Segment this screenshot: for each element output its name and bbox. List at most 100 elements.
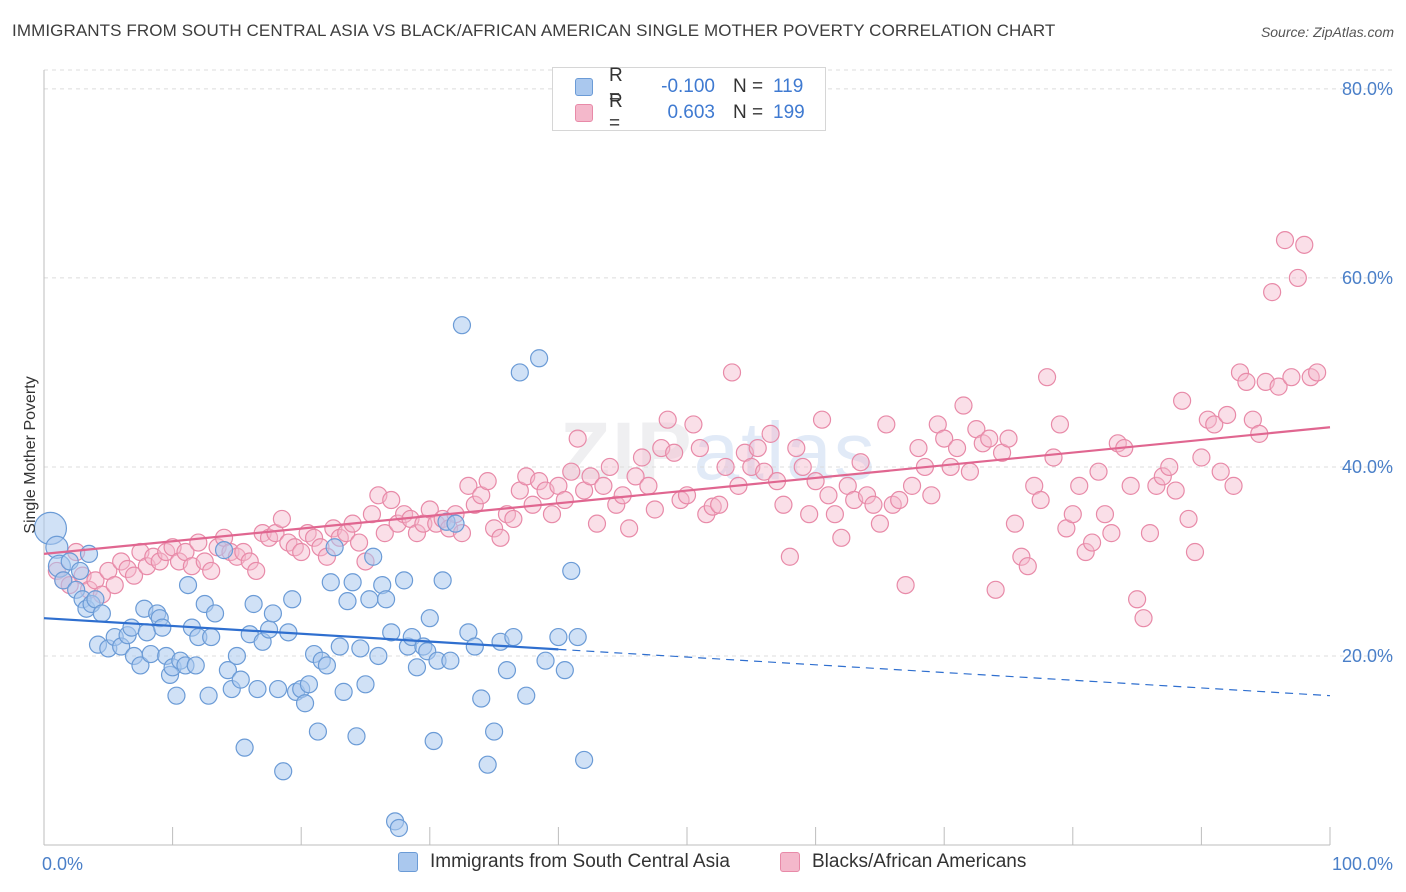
data-point-pink [690, 438, 709, 458]
data-point-pink [941, 457, 960, 477]
trend-line-pink [43, 426, 1331, 555]
data-point-pink [857, 486, 877, 505]
trend-line-blue-extension [558, 648, 1331, 697]
data-point-blue [536, 651, 555, 670]
data-point-pink [202, 561, 221, 581]
data-point-blue [485, 722, 504, 741]
data-point-pink [485, 519, 504, 538]
y-tick-label: 80.0% [1342, 79, 1393, 99]
data-point-pink [1147, 476, 1166, 495]
data-point-pink [632, 448, 652, 467]
legend: R = -0.100 N = 119 R = 0.603 N = 199 [552, 65, 826, 134]
data-point-pink [234, 542, 253, 562]
legend-r-label: R = [609, 65, 623, 108]
data-point-pink [1102, 524, 1121, 543]
data-point-pink [1134, 609, 1153, 628]
trend-line-blue [43, 617, 559, 651]
data-point-pink [1185, 542, 1205, 562]
data-point-blue [330, 637, 349, 656]
data-point-pink [292, 542, 311, 562]
data-point-blue [389, 818, 409, 838]
y-tick-label: 40.0% [1342, 457, 1393, 477]
legend-swatch-pink [575, 104, 593, 122]
data-point-pink [1127, 590, 1147, 609]
data-point-pink [626, 467, 645, 486]
data-point-blue [259, 620, 279, 639]
bottom-legend-item-pink: Blacks/African Americans [780, 851, 1026, 873]
data-point-pink [581, 467, 600, 486]
data-point-pink [587, 514, 607, 533]
data-point-blue [407, 658, 427, 677]
data-point-blue [231, 670, 250, 689]
data-point-blue [420, 609, 439, 628]
data-point-blue [465, 637, 484, 656]
data-point-pink [1070, 476, 1089, 495]
data-point-pink [189, 533, 208, 552]
data-point-pink [594, 476, 613, 495]
data-point-blue [356, 675, 375, 694]
data-point-pink [832, 528, 851, 547]
data-point-pink [150, 552, 169, 571]
data-point-pink [1282, 368, 1301, 387]
x-tick-label: 100.0% [1332, 854, 1393, 874]
data-point-blue [199, 686, 218, 705]
data-point-pink [304, 528, 324, 547]
data-point-pink [722, 363, 742, 382]
data-point-pink [954, 396, 973, 415]
bottom-legend-label-blue: Immigrants from South Central Asia [430, 851, 730, 872]
trend-lines [43, 426, 1331, 697]
data-point-blue [137, 623, 156, 642]
data-point-pink [1224, 476, 1243, 495]
data-point-pink [1166, 481, 1185, 500]
data-point-pink [825, 505, 844, 524]
data-point-pink [1121, 476, 1140, 495]
data-point-blue [274, 762, 293, 781]
data-point-pink [1295, 235, 1314, 254]
data-point-blue [92, 604, 111, 623]
data-point-blue [205, 604, 225, 623]
data-point-blue [283, 590, 302, 609]
data-point-pink [890, 490, 909, 510]
data-point-pink [1211, 462, 1230, 481]
data-point-blue [497, 661, 517, 680]
chart-source: Source: ZipAtlas.com [1260, 24, 1394, 40]
data-point-blue [202, 627, 221, 647]
x-tick-label: 0.0% [42, 854, 83, 874]
data-point-pink [780, 547, 799, 566]
data-point-blue [227, 646, 246, 666]
data-point-blue [54, 571, 73, 590]
data-point-blue [70, 561, 90, 581]
legend-n-value: 199 [773, 102, 805, 123]
data-point-pink [1005, 514, 1025, 533]
data-point-pink [1044, 448, 1063, 467]
legend-row-pink: R = 0.603 N = 199 [575, 91, 805, 134]
data-point-blue [263, 604, 283, 623]
data-point-blue [343, 573, 362, 592]
data-point-blue [167, 686, 186, 705]
data-point-pink [382, 490, 401, 510]
data-point-blue [364, 547, 383, 566]
data-point-pink [1140, 524, 1160, 543]
series-immigrants-south-central-asia [33, 316, 594, 838]
legend-r-label: R = [609, 91, 623, 134]
data-point-pink [909, 438, 928, 458]
data-point-blue [214, 541, 234, 560]
data-point-pink [774, 495, 793, 514]
data-point-pink [645, 500, 664, 519]
data-point-pink [607, 495, 626, 514]
data-point-pink [1076, 542, 1095, 562]
legend-n-label: N = [733, 76, 764, 97]
data-point-pink [806, 472, 825, 491]
data-point-pink [864, 495, 883, 514]
data-point-pink [118, 559, 137, 579]
data-point-pink [787, 438, 806, 458]
data-point-pink [1153, 467, 1172, 486]
data-point-pink [1263, 283, 1282, 302]
data-point-blue [568, 627, 587, 647]
data-point-blue [325, 538, 344, 557]
data-point-pink [755, 462, 774, 481]
data-point-pink [124, 566, 144, 585]
data-point-blue [478, 755, 497, 774]
data-point-blue [248, 679, 267, 699]
data-point-pink [902, 476, 922, 495]
